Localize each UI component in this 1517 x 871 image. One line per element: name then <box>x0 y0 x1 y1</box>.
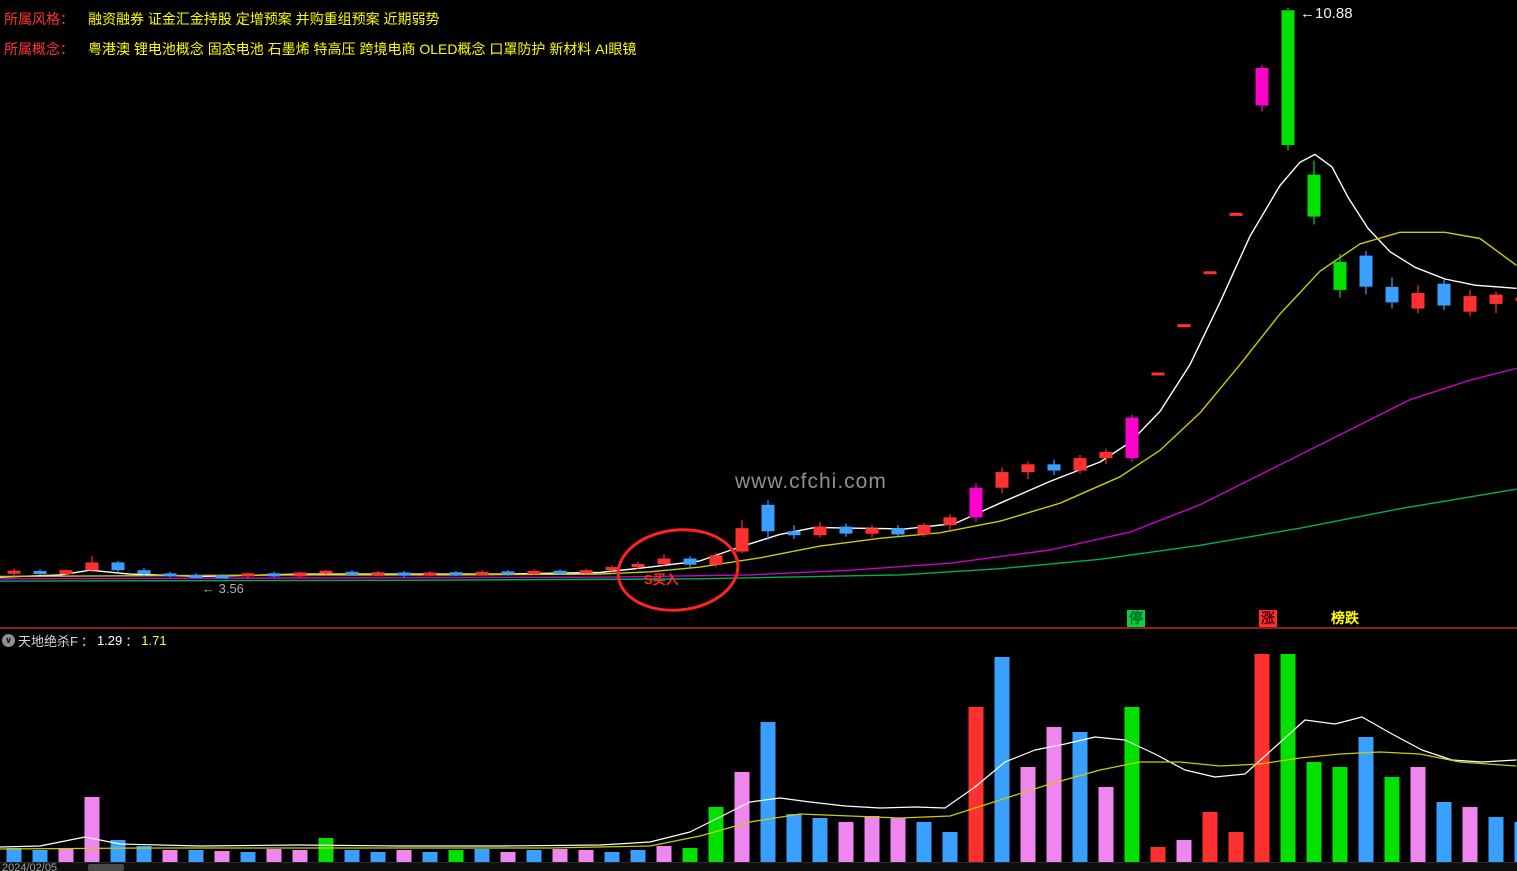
indicator-colon-2: ： <box>125 634 139 649</box>
concept-tags-row: 所属概念： 粤港澳 锂电池概念 固态电池 石墨烯 特高压 跨境电商 OLED概念 … <box>4 39 636 59</box>
badge-halt-button[interactable]: 停 <box>1127 610 1145 627</box>
indicator-colon: ： <box>80 634 94 649</box>
style-tags-row: 所属风格： 融资融券 证金汇金持股 定增预案 并购重组预案 近期弱势 <box>4 9 440 29</box>
ma-mid-yellow <box>0 231 1517 578</box>
date-label: 2024/02/05 <box>2 862 58 871</box>
indicator-header[interactable]: ∨ 天地绝杀F： 1.29： 1.71 <box>2 631 167 650</box>
main-price-chart[interactable] <box>0 0 1517 630</box>
vol-ma-white <box>0 716 1517 848</box>
badge-fall-button[interactable]: 榜跌 <box>1331 610 1359 626</box>
style-label: 所属风格： <box>4 11 74 27</box>
style-tags: 融资融券 证金汇金持股 定增预案 并购重组预案 近期弱势 <box>88 11 440 27</box>
concept-label: 所属概念： <box>4 41 74 57</box>
ma-long-magenta <box>0 367 1517 580</box>
volume-indicator-chart[interactable] <box>0 630 1517 862</box>
indicator-name: 天地绝杀F <box>18 634 78 649</box>
concept-tags: 粤港澳 锂电池概念 固态电池 石墨烯 特高压 跨境电商 OLED概念 口罩防护 … <box>88 41 637 57</box>
vol-ma-yellow <box>0 751 1517 850</box>
ma-lines <box>0 153 1517 582</box>
ma-longest-green <box>0 488 1517 582</box>
scrollbar-thumb[interactable] <box>88 864 124 871</box>
volume-ma-lines <box>0 716 1517 850</box>
hand-drawn-circle-annotation <box>616 528 740 612</box>
chevron-down-icon[interactable]: ∨ <box>2 634 15 647</box>
candles <box>7 8 1517 579</box>
indicator-value-2: 1.71 <box>141 633 167 648</box>
badge-rise-button[interactable]: 涨 <box>1259 610 1277 627</box>
ma-short-white <box>0 153 1517 578</box>
volume-bars <box>6 654 1517 862</box>
panel-divider <box>0 627 1517 629</box>
indicator-value-1: 1.29 <box>96 633 123 648</box>
time-scrollbar[interactable]: 2024/02/05 <box>0 862 1517 871</box>
